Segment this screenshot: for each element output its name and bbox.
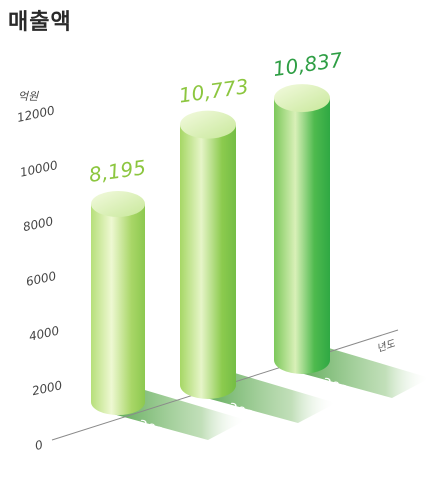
y-axis-ticks: 0 2000 4000 6000 8000 10000 12000 (16, 103, 64, 453)
y-tick-label: 0 (34, 438, 45, 453)
y-tick-label: 2000 (31, 378, 64, 398)
y-tick-label: 6000 (25, 269, 58, 289)
bar-2013 (274, 98, 330, 374)
y-tick-label: 8000 (22, 214, 55, 234)
y-tick-label: 4000 (28, 324, 61, 344)
bar-top-2013 (274, 84, 330, 113)
data-label-2012: 10,773 (177, 74, 250, 108)
bar-2012 (180, 124, 236, 399)
y-tick-label: 12000 (16, 103, 57, 125)
bar-top-2012 (180, 110, 236, 139)
y-tick-label: 10000 (19, 158, 60, 180)
bar-2011 (91, 203, 145, 415)
bar-top-2011 (91, 190, 145, 217)
y-axis-label: 억원 (18, 90, 39, 103)
x-axis-label: 년도 (375, 338, 397, 355)
data-label-2013: 10,837 (271, 48, 344, 82)
bars (91, 84, 330, 415)
data-label-2011: 8,195 (87, 155, 147, 187)
chart-title: 매출액 (8, 10, 72, 35)
